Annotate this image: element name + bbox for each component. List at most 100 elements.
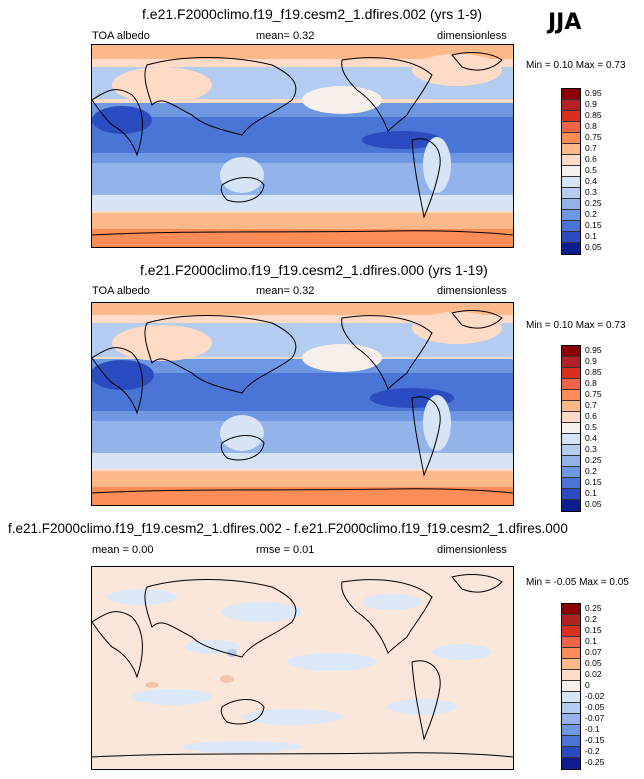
colorbar-level: 0.15 xyxy=(585,625,602,635)
panel-3-mean-label: mean = 0.00 xyxy=(92,544,154,556)
panel-2-map xyxy=(91,302,514,506)
colorbar-level: 0.2 xyxy=(585,466,597,476)
colorbar-level: -0.05 xyxy=(585,702,605,712)
panel-3-swatch xyxy=(562,692,580,703)
panel-1-swatch xyxy=(562,111,580,122)
colorbar-level: 0.7 xyxy=(585,143,597,153)
colorbar-level: 0.85 xyxy=(585,367,602,377)
panel-1-swatch xyxy=(562,122,580,133)
panel-2-swatch xyxy=(562,379,580,390)
panel-1-swatch xyxy=(562,221,580,232)
colorbar-level: 0.1 xyxy=(585,636,597,646)
panel-3-swatch xyxy=(562,637,580,648)
panel-2-swatch xyxy=(562,434,580,445)
panel-1-swatch xyxy=(562,243,580,254)
panel-1-swatch xyxy=(562,100,580,111)
panel-1-swatch xyxy=(562,188,580,199)
colorbar-level: 0.25 xyxy=(585,198,602,208)
colorbar-level: -0.1 xyxy=(585,724,600,734)
panel-2-swatch xyxy=(562,368,580,379)
colorbar-level: -0.07 xyxy=(585,713,605,723)
colorbar-level: 0.3 xyxy=(585,444,597,454)
colorbar-level: 0.6 xyxy=(585,154,597,164)
panel-3-swatch xyxy=(562,758,580,769)
panel-2-swatch xyxy=(562,456,580,467)
colorbar-level: 0.05 xyxy=(585,658,602,668)
panel-2-swatch xyxy=(562,412,580,423)
panel-2-mean-label: mean= 0.32 xyxy=(256,285,315,297)
panel-3-colorbar xyxy=(561,603,581,770)
panel-1-swatch xyxy=(562,232,580,243)
panel-2-swatch xyxy=(562,346,580,357)
panel-3-units-label: dimensionless xyxy=(437,544,507,556)
colorbar-level: 0.15 xyxy=(585,477,602,487)
panel-1-swatch xyxy=(562,177,580,188)
colorbar-level: -0.02 xyxy=(585,691,605,701)
panel-3-swatch xyxy=(562,659,580,670)
colorbar-level: 0.25 xyxy=(585,603,602,613)
panel-2-swatch xyxy=(562,445,580,456)
colorbar-level: 0.75 xyxy=(585,132,602,142)
season-label: JJA xyxy=(548,10,582,35)
colorbar-level: 0.05 xyxy=(585,242,602,252)
panel-2-colorbar-labels: 0.95 0.9 0.85 0.8 0.75 0.7 0.6 0.5 0.4 0… xyxy=(585,345,602,510)
panel-2-swatch xyxy=(562,478,580,489)
colorbar-level: 0.95 xyxy=(585,88,602,98)
colorbar-level: 0.3 xyxy=(585,187,597,197)
panel-2-colorbar xyxy=(561,345,581,512)
colorbar-level: 0.02 xyxy=(585,669,602,679)
panel-1-swatch xyxy=(562,210,580,221)
colorbar-level: 0.05 xyxy=(585,499,602,509)
panel-1-swatch xyxy=(562,199,580,210)
panel-3-rmse-label: rmse = 0.01 xyxy=(256,544,315,556)
panel-2-title: f.e21.F2000climo.f19_f19.cesm2_1.dfires.… xyxy=(140,262,488,278)
panel-2-variable-label: TOA albedo xyxy=(92,285,150,297)
panel-1-colorbar-labels: 0.95 0.9 0.85 0.8 0.75 0.7 0.6 0.5 0.4 0… xyxy=(585,88,602,253)
colorbar-level: 0.1 xyxy=(585,231,597,241)
colorbar-level: 0.5 xyxy=(585,165,597,175)
colorbar-level: -0.2 xyxy=(585,746,600,756)
panel-3-minmax: Min = -0.05 Max = 0.05 xyxy=(526,577,629,588)
colorbar-level: 0.5 xyxy=(585,422,597,432)
colorbar-level: 0 xyxy=(585,680,590,690)
colorbar-level: 0.9 xyxy=(585,356,597,366)
panel-2-swatch xyxy=(562,401,580,412)
colorbar-level: 0.4 xyxy=(585,176,597,186)
panel-2-swatch xyxy=(562,423,580,434)
colorbar-level: 0.85 xyxy=(585,110,602,120)
colorbar-level: 0.1 xyxy=(585,488,597,498)
panel-2-swatch xyxy=(562,390,580,401)
colorbar-level: 0.8 xyxy=(585,378,597,388)
panel-3-title: f.e21.F2000climo.f19_f19.cesm2_1.dfires.… xyxy=(8,521,568,536)
panel-2-minmax: Min = 0.10 Max = 0.73 xyxy=(526,320,626,331)
panel-3-swatch xyxy=(562,736,580,747)
panel-3-map xyxy=(91,566,514,770)
colorbar-level: 0.8 xyxy=(585,121,597,131)
panel-1-mean-label: mean= 0.32 xyxy=(256,30,315,42)
panel-3-swatch xyxy=(562,703,580,714)
colorbar-level: 0.4 xyxy=(585,433,597,443)
colorbar-level: 0.9 xyxy=(585,99,597,109)
panel-1-swatch xyxy=(562,89,580,100)
panel-1-swatch xyxy=(562,155,580,166)
panel-3-swatch xyxy=(562,747,580,758)
panel-1-swatch xyxy=(562,133,580,144)
panel-2-swatch xyxy=(562,489,580,500)
panel-2-units-label: dimensionless xyxy=(437,285,507,297)
panel-1-swatch xyxy=(562,144,580,155)
colorbar-level: 0.95 xyxy=(585,345,602,355)
panel-1-map xyxy=(91,44,514,248)
panel-1-minmax: Min = 0.10 Max = 0.73 xyxy=(526,60,626,71)
panel-3-colorbar-labels: 0.25 0.2 0.15 0.1 0.07 0.05 0.02 0 -0.02… xyxy=(585,603,604,768)
panel-2-swatch xyxy=(562,357,580,368)
panel-3-swatch xyxy=(562,714,580,725)
colorbar-level: 0.6 xyxy=(585,411,597,421)
colorbar-level: 0.75 xyxy=(585,389,602,399)
panel-3-swatch xyxy=(562,648,580,659)
colorbar-level: -0.15 xyxy=(585,735,605,745)
panel-3-swatch xyxy=(562,626,580,637)
panel-3-swatch xyxy=(562,725,580,736)
colorbar-level: 0.25 xyxy=(585,455,602,465)
panel-1-variable-label: TOA albedo xyxy=(92,30,150,42)
panel-3-swatch xyxy=(562,681,580,692)
